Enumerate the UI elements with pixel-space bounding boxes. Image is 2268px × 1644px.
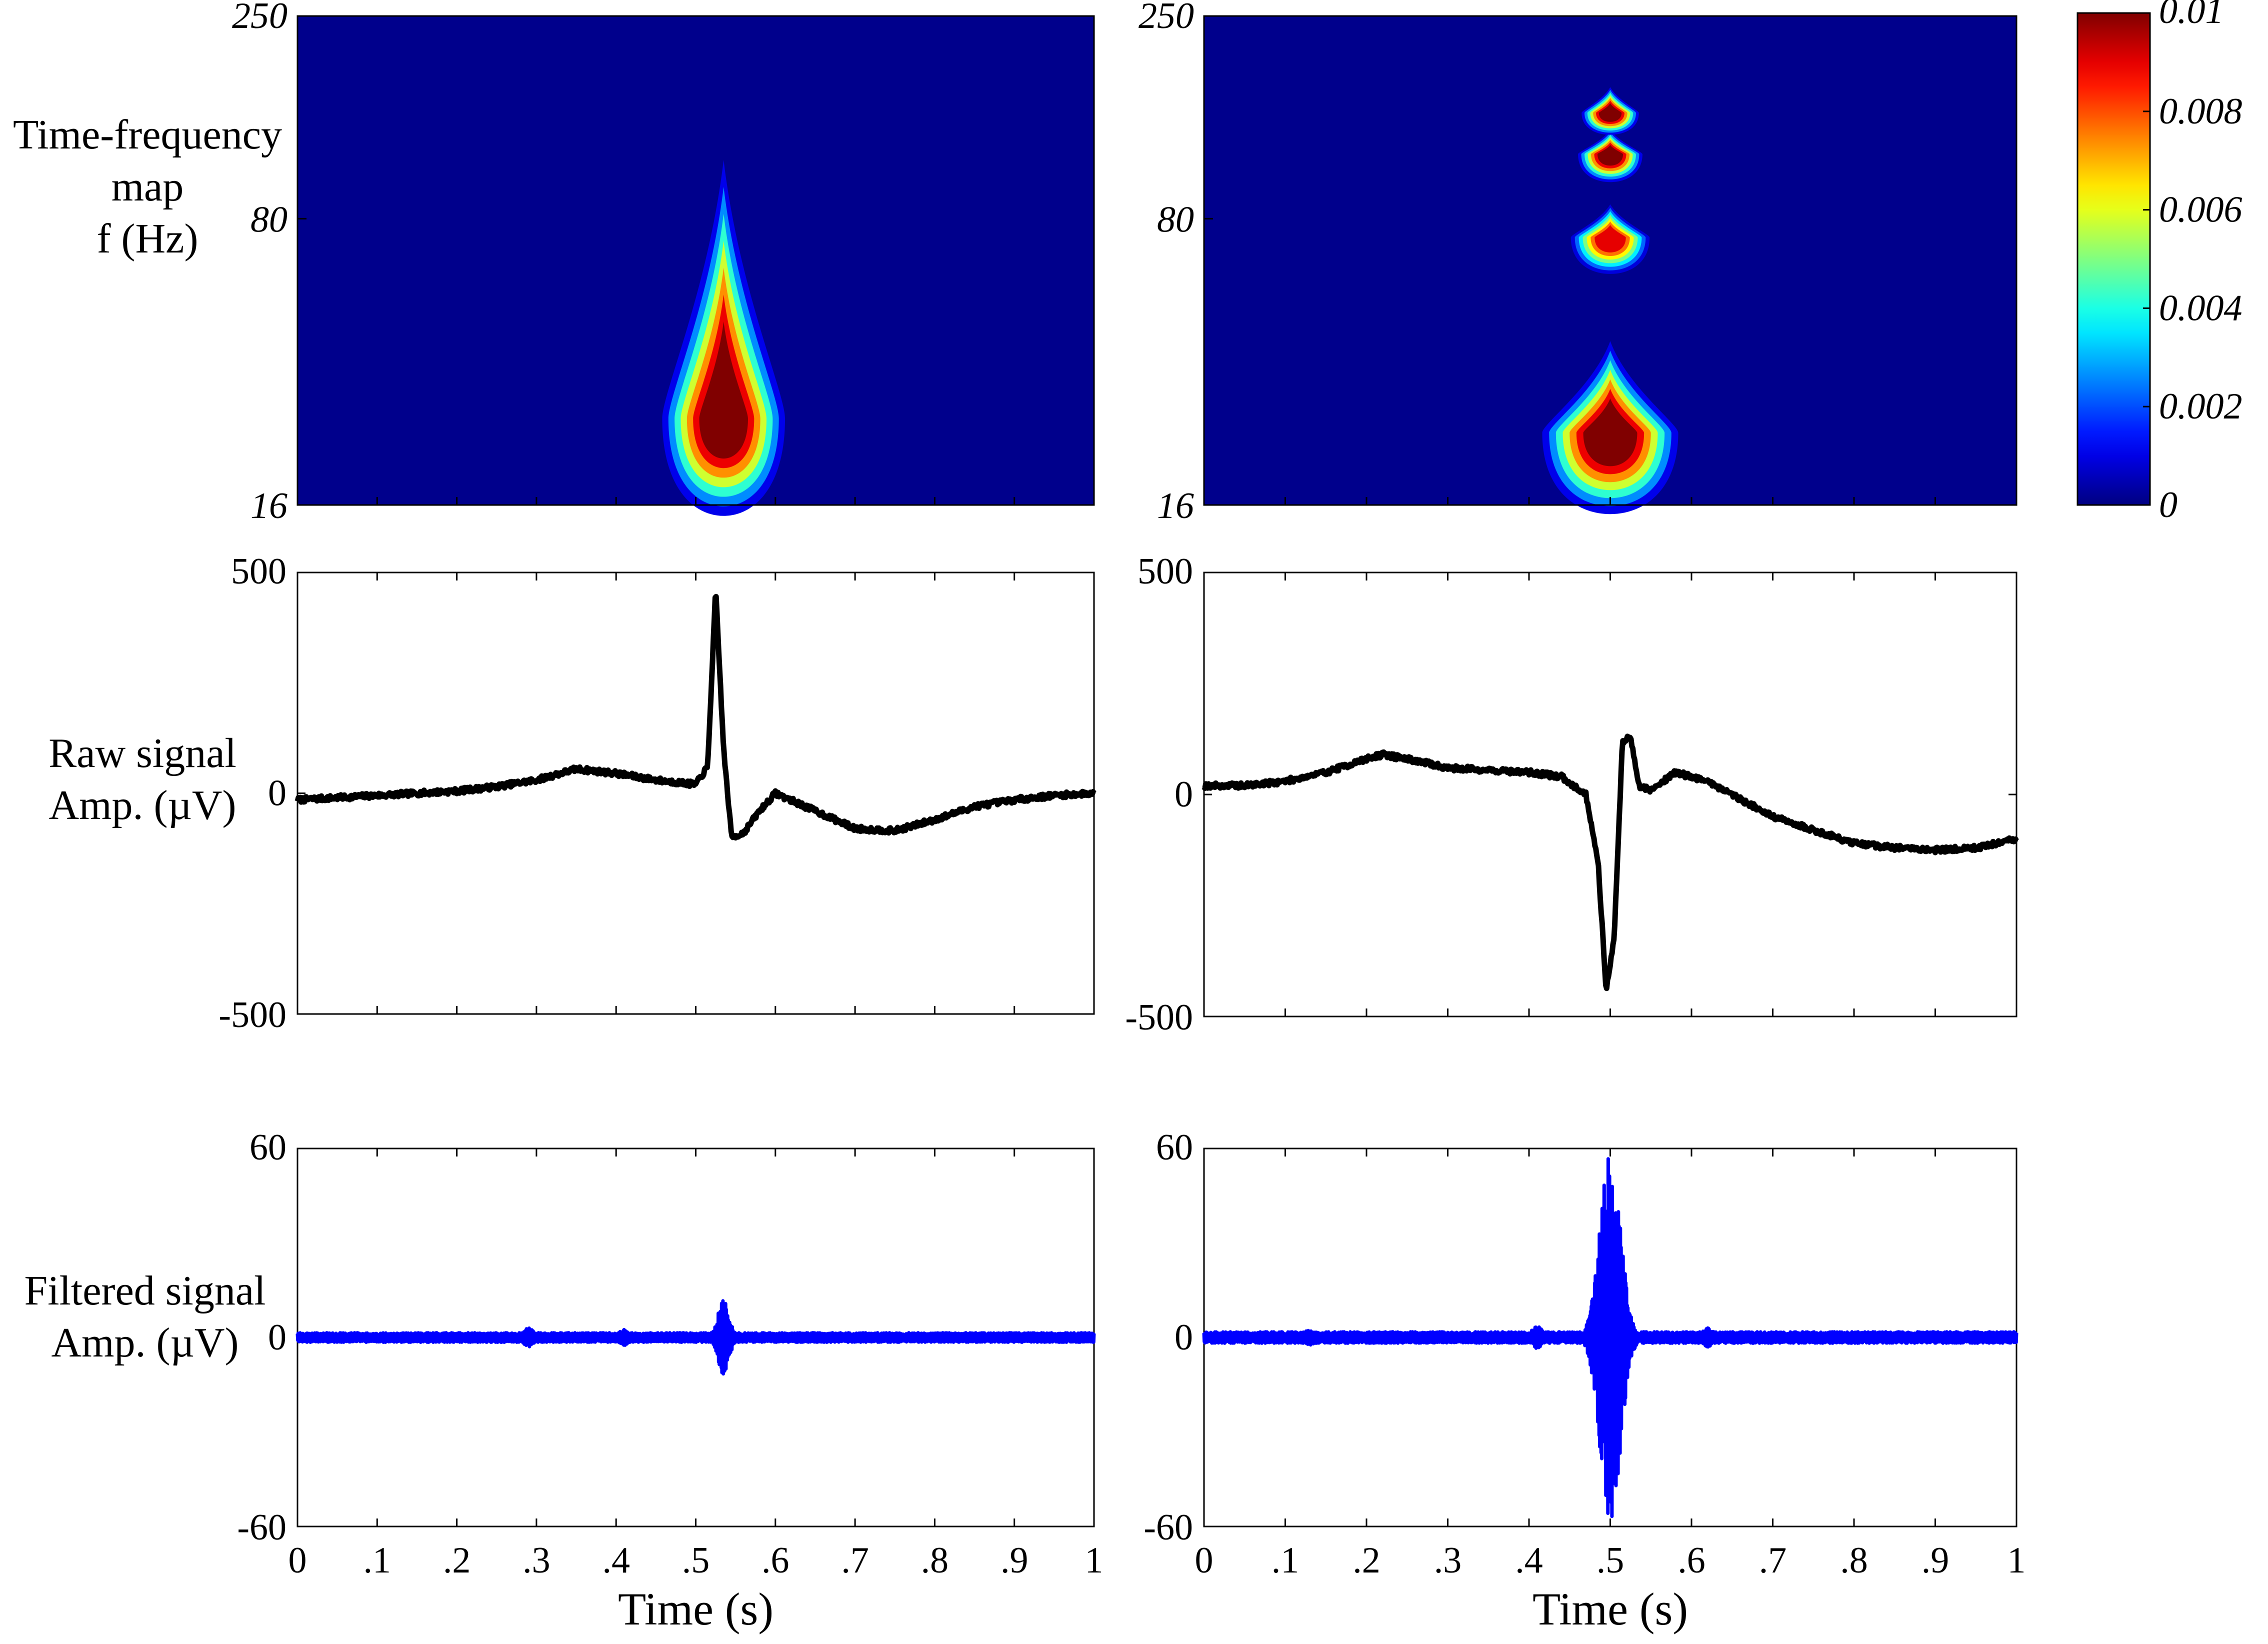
filtered_left-xlabel: Time (s): [618, 1584, 774, 1634]
raw_right-raw-trace: [1202, 734, 2019, 992]
filtered_right-xtick-label: .5: [1596, 1540, 1624, 1581]
colorbar-tick-label: 0.006: [2159, 190, 2242, 230]
tf_right-blob-0-level-6: [1583, 398, 1638, 466]
colorbar-tick-label: 0.004: [2159, 288, 2242, 328]
colorbar-gradient: [2076, 12, 2151, 506]
filtered_left-xtick-label: .8: [921, 1540, 949, 1581]
tf_right-blob-1-level-6: [1594, 225, 1626, 252]
raw_right-ytick-label: 500: [1138, 551, 1193, 592]
filtered_right-xtick-label: .1: [1272, 1540, 1300, 1581]
tf_left-ytick-label: 16: [250, 486, 288, 526]
tf_left-panel: 16 80 250: [232, 0, 1095, 526]
filtered_right-xtick-label: .6: [1678, 1540, 1706, 1581]
filtered-label-line1: Filtered signal: [24, 1268, 266, 1314]
colorbar-tick-label: 0.01: [2159, 0, 2224, 32]
raw_left-ytick-label: -500: [218, 994, 286, 1036]
colorbar: 0 0.002 0.004 0.006 0.008 0.01: [2076, 0, 2242, 526]
raw_left-ytick-label: 500: [231, 551, 286, 592]
raw_right-panel: 500 0 -500: [1125, 551, 2019, 1038]
filtered_right-xlabel: Time (s): [1532, 1584, 1688, 1634]
filtered_left-xtick-label: .9: [1000, 1540, 1028, 1581]
filtered_left-xtick-label: .4: [602, 1540, 630, 1581]
tf_right-ytick-label: 16: [1157, 486, 1194, 526]
raw_left-panel: 500 0 -500: [218, 551, 1096, 1036]
filtered_right-ytick-label: 0: [1174, 1317, 1193, 1358]
filtered_right-filtered-trace: [1202, 1157, 2018, 1518]
raw_right-frame: [1203, 572, 2018, 1018]
filtered_left-xtick-label: .5: [682, 1540, 710, 1581]
colorbar-tick-label: 0.002: [2159, 386, 2242, 427]
filtered_left-xtick-label: .2: [443, 1540, 471, 1581]
tf-map-ylabel: Time-frequency map f (Hz): [0, 109, 295, 265]
filtered_left-xtick-label: .6: [762, 1540, 790, 1581]
raw_right-ytick-label: -500: [1125, 997, 1193, 1038]
colorbar-tick-label: 0: [2159, 484, 2178, 526]
tf-map-label-line2: map: [111, 164, 184, 210]
filtered_left-filtered-trace: [296, 1299, 1096, 1376]
filtered_right-xtick-label: .9: [1922, 1540, 1950, 1581]
filtered_left-xtick-label: 0: [288, 1540, 307, 1581]
filtered_right-xtick-label: .8: [1840, 1540, 1868, 1581]
filtered_left-ytick-label: 0: [268, 1317, 286, 1358]
tf_right-panel: 16 80 250: [1138, 0, 2018, 526]
filtered_right-xtick-label: 0: [1195, 1540, 1214, 1581]
filtered_left-xtick-label: .1: [364, 1540, 392, 1581]
tf-map-label-line3: f (Hz): [96, 216, 198, 262]
tf-map-label-line1: Time-frequency: [12, 112, 282, 158]
tf_right-blob-3-level-6: [1598, 103, 1622, 122]
tf_left-ytick-label: 80: [250, 199, 288, 240]
filtered_right-ytick-label: -60: [1144, 1507, 1193, 1548]
raw-label-line1: Raw signal: [48, 730, 236, 776]
filtered_right-xtick-label: .3: [1434, 1540, 1462, 1581]
filtered_left-ytick-label: 60: [250, 1127, 286, 1168]
filtered_right-ytick-label: 60: [1156, 1127, 1193, 1168]
raw-signal-ylabel: Raw signal Amp. (µV): [0, 728, 285, 832]
raw_left-ytick-label: 0: [268, 773, 286, 814]
colorbar-tick-label: 0.008: [2159, 91, 2242, 132]
filtered-label-line2: Amp. (µV): [51, 1320, 239, 1366]
raw_right-ytick-label: 0: [1174, 774, 1193, 815]
filtered_right-xtick-label: .4: [1515, 1540, 1543, 1581]
tf_right-ytick-label: 80: [1157, 199, 1194, 240]
raw-label-line2: Amp. (µV): [48, 782, 236, 828]
filtered_right-xtick-label: 1: [2008, 1540, 2026, 1581]
raw_left-raw-trace: [294, 594, 1096, 841]
filtered_left-xtick-label: .3: [522, 1540, 550, 1581]
tf_left-blob-0-level-6: [699, 322, 748, 459]
tf_left-ytick-label: 250: [232, 0, 288, 36]
tf_right-ytick-label: 250: [1138, 0, 1194, 36]
filtered_left-xtick-label: .7: [841, 1540, 869, 1581]
tf_right-blob-2-level-6: [1597, 144, 1624, 166]
filtered-signal-ylabel: Filtered signal Amp. (µV): [0, 1265, 290, 1369]
filtered_left-ytick-label: -60: [237, 1507, 286, 1548]
filtered_right-xtick-label: .2: [1352, 1540, 1380, 1581]
filtered_left-xtick-label: 1: [1085, 1540, 1104, 1581]
filtered_right-xtick-label: .7: [1759, 1540, 1787, 1581]
